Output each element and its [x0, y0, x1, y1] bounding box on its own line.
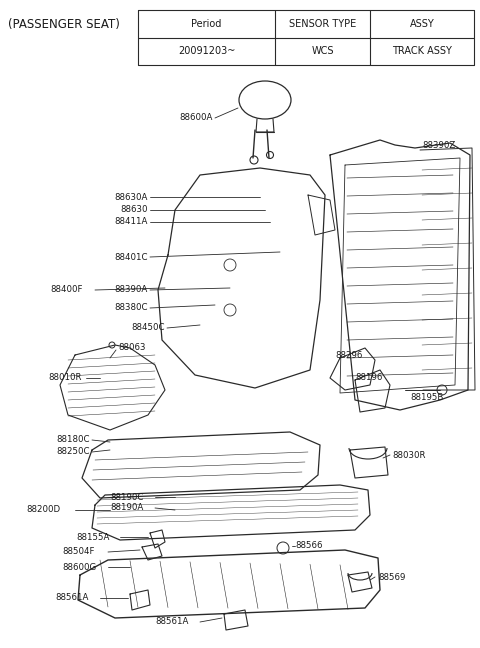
Text: 88401C: 88401C: [115, 253, 148, 262]
Text: SENSOR TYPE: SENSOR TYPE: [289, 19, 356, 29]
Text: 88411A: 88411A: [115, 218, 148, 227]
Text: 88200D: 88200D: [26, 505, 60, 515]
Text: 88195B: 88195B: [410, 393, 444, 402]
Text: 88600G: 88600G: [62, 562, 96, 572]
Text: 88190C: 88190C: [110, 492, 144, 502]
Text: 88180C: 88180C: [57, 435, 90, 445]
Text: 88630A: 88630A: [115, 192, 148, 202]
Text: 88630: 88630: [120, 205, 148, 214]
Text: 88196: 88196: [355, 373, 383, 382]
Text: 88296: 88296: [335, 351, 362, 360]
Text: ASSY: ASSY: [409, 19, 434, 29]
Text: 88504F: 88504F: [62, 548, 95, 557]
Text: TRACK ASSY: TRACK ASSY: [392, 46, 452, 56]
Text: 88400F: 88400F: [50, 286, 83, 294]
Text: 88155A: 88155A: [76, 533, 109, 542]
Text: 88569: 88569: [378, 572, 406, 581]
Text: 88450C: 88450C: [132, 323, 165, 332]
Text: Period: Period: [192, 19, 222, 29]
Text: 88390Z: 88390Z: [422, 141, 455, 150]
Text: (PASSENGER SEAT): (PASSENGER SEAT): [8, 18, 120, 31]
Text: 88010R: 88010R: [48, 373, 82, 382]
Text: 88600A: 88600A: [180, 113, 213, 122]
Text: 88063: 88063: [118, 343, 145, 353]
Text: WCS: WCS: [311, 46, 334, 56]
Text: 88030R: 88030R: [392, 450, 425, 459]
Text: 20091203~: 20091203~: [178, 46, 235, 56]
Text: 88390A: 88390A: [115, 286, 148, 294]
Text: 88561A: 88561A: [55, 594, 88, 603]
Text: 88380C: 88380C: [115, 303, 148, 312]
Text: 88250C: 88250C: [57, 448, 90, 456]
Text: 88190A: 88190A: [110, 503, 143, 513]
Text: 88561A: 88561A: [155, 618, 188, 627]
Text: 88566: 88566: [295, 542, 323, 551]
